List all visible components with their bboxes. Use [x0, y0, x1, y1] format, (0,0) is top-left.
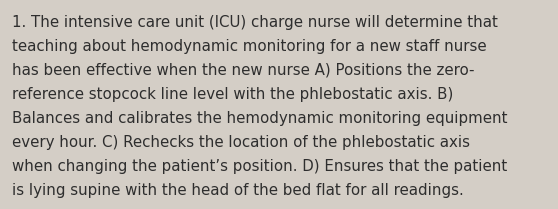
- Text: when changing the patient’s position. D) Ensures that the patient: when changing the patient’s position. D)…: [12, 159, 508, 174]
- Text: Balances and calibrates the hemodynamic monitoring equipment: Balances and calibrates the hemodynamic …: [12, 111, 508, 126]
- Text: every hour. C) Rechecks the location of the phlebostatic axis: every hour. C) Rechecks the location of …: [12, 135, 470, 150]
- Text: 1. The intensive care unit (ICU) charge nurse will determine that: 1. The intensive care unit (ICU) charge …: [12, 15, 498, 30]
- Text: reference stopcock line level with the phlebostatic axis. B): reference stopcock line level with the p…: [12, 87, 454, 102]
- Text: teaching about hemodynamic monitoring for a new staff nurse: teaching about hemodynamic monitoring fo…: [12, 39, 487, 54]
- Text: is lying supine with the head of the bed flat for all readings.: is lying supine with the head of the bed…: [12, 183, 464, 198]
- Text: has been effective when the new nurse A) Positions the zero-: has been effective when the new nurse A)…: [12, 63, 475, 78]
